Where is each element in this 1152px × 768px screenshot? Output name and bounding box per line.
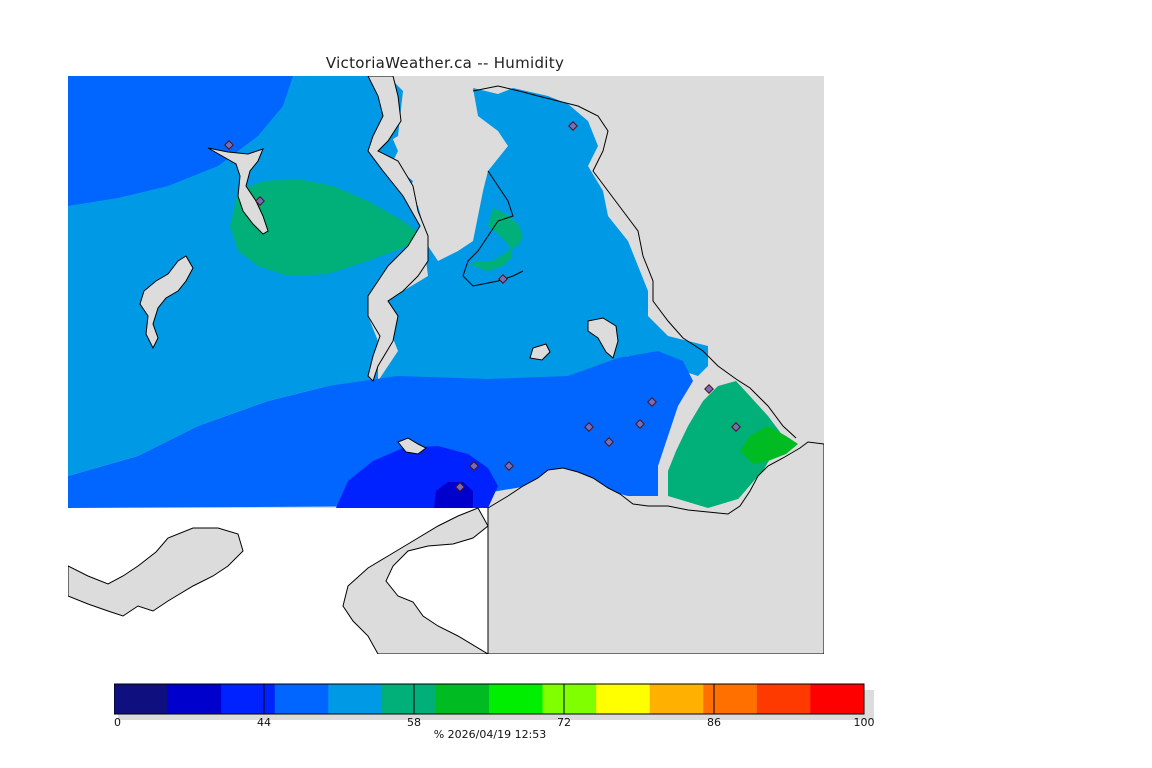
land-south-headland (342, 507, 489, 654)
station-marker[interactable] (635, 419, 645, 429)
legend-swatch (703, 684, 758, 714)
station-marker[interactable] (704, 384, 714, 394)
legend-swatch (489, 684, 544, 714)
coastline-inlet (462, 170, 524, 287)
land-saanich-peninsula (367, 76, 429, 382)
legend-swatch (756, 684, 811, 714)
water-band-51-55 (68, 76, 708, 381)
legend-swatches (114, 683, 865, 715)
legend-swatch (328, 684, 383, 714)
station-marker[interactable] (498, 274, 508, 284)
color-scale-legend: 30 44 58 72 86 100 (114, 682, 874, 742)
land-victoria (487, 441, 824, 654)
legend-tick-label: 58 (407, 716, 421, 729)
page-title: VictoriaWeather.ca -- Humidity (325, 54, 565, 72)
station-marker[interactable] (469, 461, 479, 471)
legend-swatch (274, 684, 329, 714)
legend-swatch (542, 684, 597, 714)
legend-tick-label: 100 (854, 716, 875, 729)
station-marker[interactable] (647, 397, 657, 407)
station-markers (224, 121, 741, 492)
legend-tick-label: 44 (257, 716, 271, 729)
island-west (139, 255, 194, 350)
station-marker[interactable] (604, 437, 614, 447)
legend-canvas: 30 44 58 72 86 100 (114, 683, 874, 729)
island-center-b (529, 343, 551, 361)
legend-tick-label: 86 (707, 716, 721, 729)
water-band-55-58-central (468, 208, 523, 271)
station-marker[interactable] (255, 196, 265, 206)
legend-swatch (649, 684, 704, 714)
map-canvas (68, 76, 824, 654)
station-marker[interactable] (584, 422, 594, 432)
island-center-a (587, 317, 619, 359)
coastline-east (472, 85, 797, 439)
legend-swatch (167, 684, 222, 714)
legend-swatch (810, 684, 865, 714)
land-olympic (68, 527, 244, 617)
legend-swatch (221, 684, 276, 714)
legend-swatch (435, 684, 490, 714)
station-marker[interactable] (731, 422, 741, 432)
water-band-58-62 (740, 426, 798, 464)
legend-border (114, 683, 865, 715)
legend-swatch (596, 684, 651, 714)
legend-swatch (114, 684, 169, 714)
units-timestamp: % 2026/04/19 12:53 (433, 728, 547, 741)
legend-ticks: 30 44 58 72 86 100 (114, 684, 874, 729)
station-marker[interactable] (455, 482, 465, 492)
legend-tick-label: 72 (557, 716, 571, 729)
station-marker[interactable] (568, 121, 578, 131)
legend-swatch (381, 684, 436, 714)
water-band-55-58-east (668, 381, 783, 508)
humidity-map[interactable] (68, 76, 824, 654)
legend-tick-label: 30 (114, 716, 121, 729)
water-band-47-51-nw (68, 76, 293, 206)
island-south (397, 437, 427, 455)
water-band-55-58-west (230, 179, 423, 276)
island-northwest (207, 147, 269, 235)
water-band-47-51-south (68, 351, 693, 508)
station-marker[interactable] (504, 461, 514, 471)
station-marker[interactable] (224, 140, 234, 150)
